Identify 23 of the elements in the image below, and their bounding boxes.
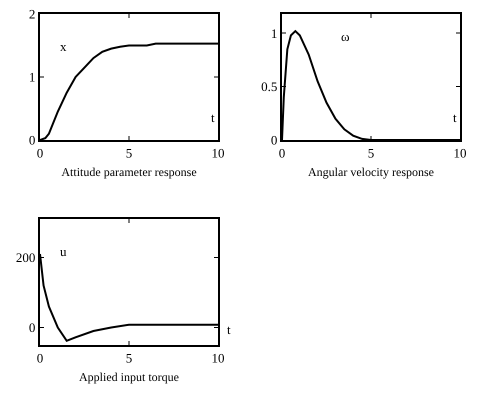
y-axis-title: u: [60, 244, 67, 259]
y-axis-title: ω: [341, 29, 350, 44]
x-axis-title: Applied input torque: [79, 370, 179, 384]
annotation: t: [453, 110, 457, 125]
text: t: [227, 322, 231, 337]
annotation: t: [211, 110, 215, 125]
y-tick-label: 1: [28, 70, 36, 85]
y-tick-label: 1: [270, 26, 278, 41]
y-tick-label: 0: [270, 132, 278, 148]
y-tick-label: 0: [28, 320, 36, 336]
x-tick-label: 10: [454, 146, 466, 161]
x-tick-label: 5: [126, 146, 132, 161]
x-tick-label: 10: [212, 146, 224, 161]
y-tick-label: 2: [28, 6, 36, 22]
x-axis-title: Angular velocity response: [308, 165, 434, 179]
x-tick-label: 5: [368, 146, 374, 161]
y-tick-label: 0.5: [261, 79, 278, 94]
y-tick-label: 200: [16, 250, 36, 266]
x-axis-title: Attitude parameter response: [61, 165, 197, 179]
y-axis-title: x: [60, 39, 67, 54]
y-tick-label: 0: [28, 132, 36, 148]
x-tick-label: 5: [126, 350, 132, 366]
x-tick-label: 10: [212, 350, 224, 366]
